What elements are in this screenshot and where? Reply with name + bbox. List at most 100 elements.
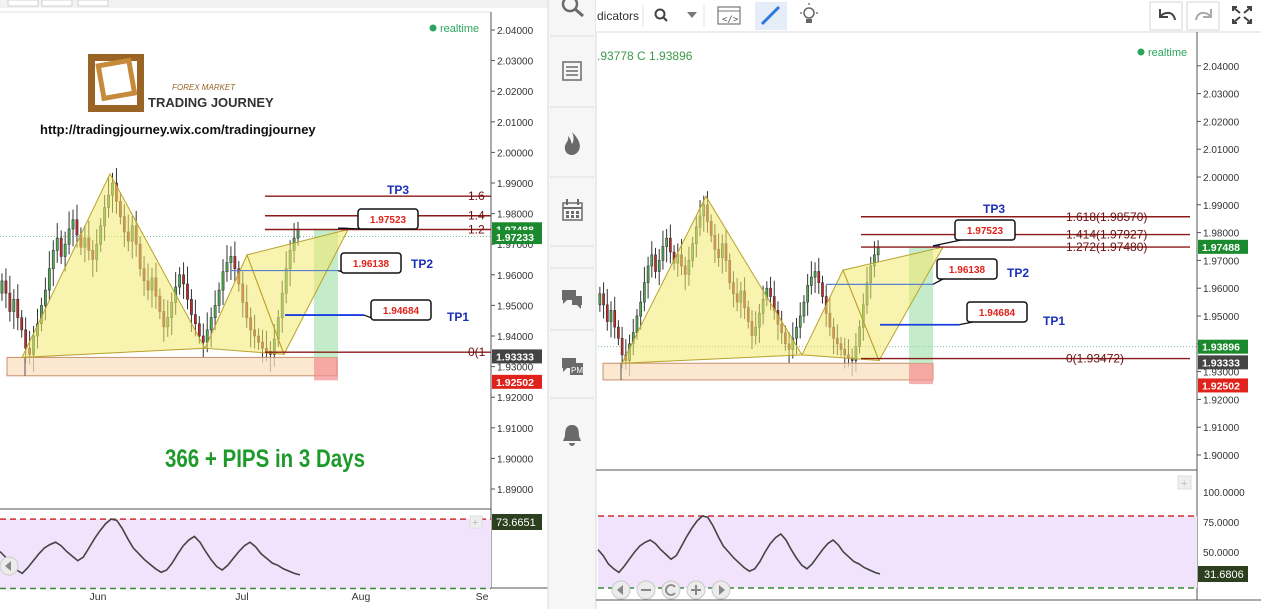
candle xyxy=(197,323,201,337)
price-badge-value: 1.93896 xyxy=(1202,342,1240,354)
candle xyxy=(75,219,79,236)
chat-icon[interactable] xyxy=(562,290,582,309)
price-tick-label: 2.04000 xyxy=(1203,62,1240,73)
oscillator-right: 100.0000 75.0000 50.0000 xyxy=(597,488,1245,589)
oscillator-line xyxy=(0,518,301,576)
pattern-leg-xab xyxy=(621,195,803,364)
right-chart-panel: dicators </> xyxy=(596,0,1261,601)
price-axis-left: 2.04000 2.03000 2.02000 2.01000 2.00000 1.990… xyxy=(491,26,542,496)
price-badge xyxy=(1198,339,1248,354)
tp-label: TP3 xyxy=(983,202,1005,216)
candle xyxy=(617,326,620,339)
fib-level-label: 1.6 xyxy=(468,189,485,203)
script-editor-icon[interactable]: </> xyxy=(717,6,741,25)
price-badge xyxy=(492,349,542,364)
target-callout-value: 1.96138 xyxy=(353,259,390,270)
price-tick-label: 1.97000 xyxy=(1203,256,1240,267)
oscillator-value-badge-left xyxy=(492,514,542,530)
target-callout-value: 1.97523 xyxy=(967,226,1004,237)
list-icon[interactable] xyxy=(562,61,582,81)
brand-logo xyxy=(88,54,144,112)
price-tick-label: 1.92000 xyxy=(497,393,534,404)
candle xyxy=(598,293,602,306)
target-callout-value: 1.94684 xyxy=(383,306,420,317)
price-tick-label: 1.96000 xyxy=(1203,284,1240,295)
pattern-projection xyxy=(246,228,349,356)
pips-headline: 366 + PIPS in 3 Days xyxy=(165,444,365,472)
symbol-search-icon[interactable] xyxy=(654,8,668,22)
undo-icon[interactable] xyxy=(1159,9,1176,21)
bell-icon[interactable] xyxy=(563,425,581,446)
target-callout xyxy=(936,258,998,280)
indicators-button[interactable]: dicators xyxy=(597,9,639,23)
candle xyxy=(806,285,809,303)
oscillator-band xyxy=(0,519,491,589)
fullscreen-icon[interactable] xyxy=(1232,6,1252,24)
time-axis-label: Jun xyxy=(90,591,107,603)
candle xyxy=(209,317,213,331)
target-callout-value: 1.94684 xyxy=(979,308,1016,319)
reset-icon[interactable] xyxy=(661,580,681,600)
oscillator-tick-label: 50.0000 xyxy=(1203,548,1240,559)
chart-nav-controls xyxy=(611,580,731,600)
target-callout xyxy=(954,219,1016,241)
candle xyxy=(55,237,59,251)
plus-icon-left[interactable] xyxy=(469,515,483,529)
candle xyxy=(44,289,47,306)
price-tick-label: 2.00000 xyxy=(1203,173,1240,184)
candle xyxy=(24,329,28,349)
tp-label: TP2 xyxy=(1007,266,1029,280)
oscillator-left xyxy=(0,518,491,590)
candle xyxy=(59,237,63,257)
search-icon[interactable] xyxy=(561,0,584,18)
plus-icon-right[interactable] xyxy=(1177,475,1192,490)
oscillator-value-right: 31.6806 xyxy=(1204,569,1244,581)
candle xyxy=(190,298,193,315)
oscillator-tick-label: 75.0000 xyxy=(1203,518,1240,529)
candle xyxy=(71,219,75,230)
price-tick-label: 1.97000 xyxy=(497,240,534,251)
svg-text:</>: </> xyxy=(722,15,739,25)
realtime-dot-left xyxy=(429,24,437,32)
pm-chat-icon[interactable]: PM xyxy=(562,358,583,375)
price-tick-label: 2.02000 xyxy=(1203,117,1240,128)
candle xyxy=(639,301,642,317)
candle xyxy=(233,256,237,269)
chevron-down-icon[interactable] xyxy=(687,12,697,18)
candle xyxy=(12,298,16,312)
candle xyxy=(296,229,300,239)
pattern-leg-xab xyxy=(21,172,206,358)
oscillator-line xyxy=(597,515,881,575)
price-tick-label: 1.90000 xyxy=(497,454,534,465)
candle xyxy=(795,326,798,339)
calendar-icon[interactable] xyxy=(562,199,583,221)
candle xyxy=(798,315,802,328)
price-tick-label: 2.00000 xyxy=(497,148,534,159)
candle xyxy=(20,317,24,331)
price-tick-label: 1.90000 xyxy=(1203,451,1240,462)
target-callout xyxy=(966,301,1028,323)
svg-text:+: + xyxy=(472,517,478,529)
target-callout xyxy=(370,299,432,321)
candle xyxy=(186,283,189,300)
price-tick-label: 1.95000 xyxy=(1203,312,1240,323)
support-zone xyxy=(602,362,934,381)
redo-icon[interactable] xyxy=(1195,9,1212,21)
realtime-dot-right xyxy=(1137,48,1145,56)
support-zone xyxy=(6,356,338,377)
price-tick-label: 1.98000 xyxy=(1203,229,1240,240)
price-badge xyxy=(1198,378,1248,393)
oscillator-band xyxy=(598,516,1197,588)
target-callout-value: 1.96138 xyxy=(949,265,986,276)
tp-label: TP2 xyxy=(411,257,433,271)
time-axis-label: Aug xyxy=(352,591,371,603)
candle xyxy=(205,329,209,343)
callout-pointer xyxy=(932,239,962,247)
candle xyxy=(229,256,233,263)
price-tick-label: 1.99000 xyxy=(497,179,534,190)
fire-icon[interactable] xyxy=(564,132,580,155)
lightbulb-icon[interactable] xyxy=(800,3,818,23)
candle xyxy=(225,262,229,273)
fib-level-label: 1.618(1.98570) xyxy=(1066,210,1147,224)
candle xyxy=(876,246,880,256)
